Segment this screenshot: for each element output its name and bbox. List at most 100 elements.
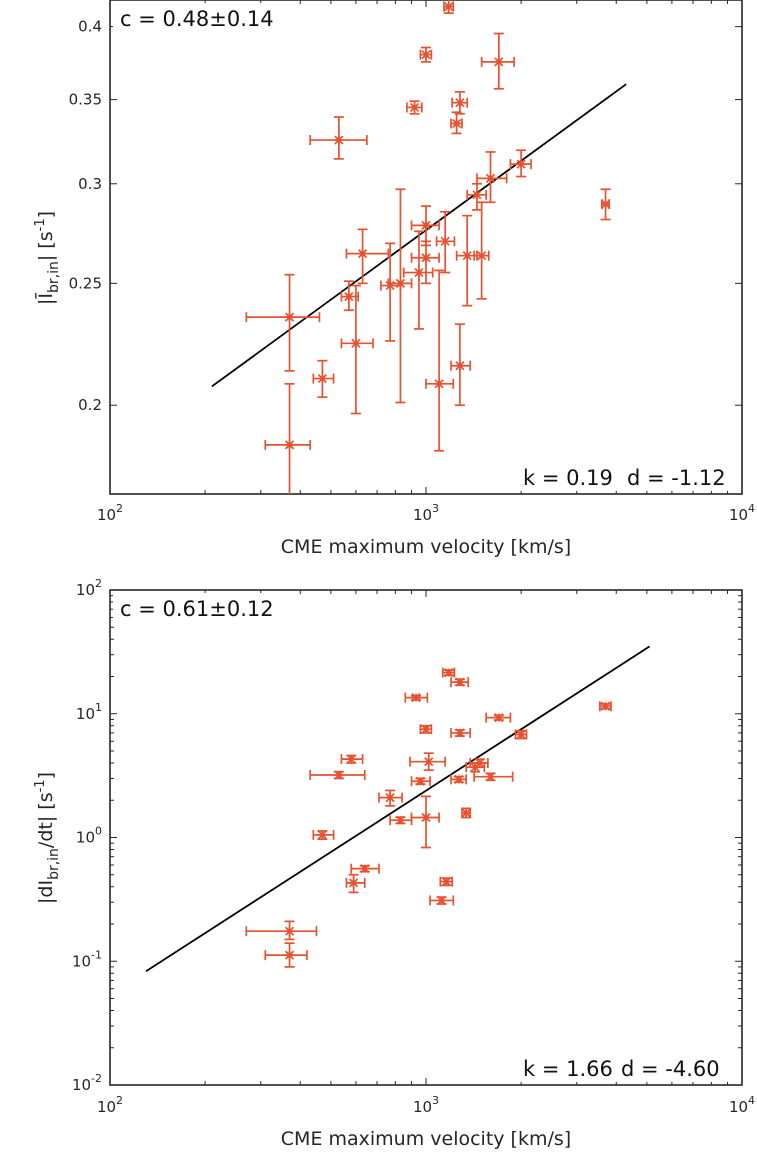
data-point [410,776,431,787]
x-tick-label: 103 [413,502,439,524]
data-point [404,692,429,703]
asterisk-marker [455,728,465,738]
data-point [441,667,456,678]
correlation-annotation-top: c = 0.48±0.14 [120,7,274,31]
asterisk-marker [357,248,368,259]
asterisk-marker [351,338,361,348]
x-tick-label: 103 [413,1094,439,1116]
data-point [340,280,360,312]
data-point [380,242,402,342]
y-tick-labels-top: 0.2 0.25 0.3 0.35 0.4 [69,18,102,415]
asterisk-marker [516,159,526,169]
asterisk-marker [334,135,344,145]
asterisk-marker [421,812,431,823]
data-point [309,116,368,160]
data-point [340,284,374,415]
data-point [425,269,455,452]
annotation-box-bottom [113,593,275,623]
data-point [312,829,335,840]
x-tick-label: 102 [97,1094,123,1116]
x-axis-label-top: CME maximum velocity [km/s] [281,536,571,558]
asterisk-marker [317,830,327,840]
y-tick-label: 0.4 [78,18,102,36]
data-point [340,754,364,765]
data-point [389,815,413,826]
data-point [312,359,335,398]
asterisk-marker [600,701,611,711]
x-tick-label: 102 [97,502,123,524]
asterisk-marker [454,774,464,784]
y-tick-labels-bottom: 10-2 10-1 100 101 102 [72,577,102,1094]
y-tick-label: 0.3 [78,175,102,193]
asterisk-marker [360,864,370,874]
data-point [450,323,472,407]
data-point [350,863,380,874]
asterisk-marker [411,693,421,703]
data-point [309,769,366,780]
data-point [600,188,611,221]
fit-line [145,645,651,973]
data-point [450,111,463,135]
data-point [599,701,612,712]
data-point [429,895,455,906]
data-point [419,46,433,63]
asterisk-marker [415,776,425,786]
data-point [387,188,413,404]
ticks-bottom [109,589,742,1086]
asterisk-marker [395,815,406,825]
asterisk-marker [409,102,420,113]
y-tick-label: 0.35 [69,91,102,109]
data-point [465,762,486,773]
data-point [345,873,366,894]
asterisk-marker [284,950,295,960]
asterisk-marker [334,770,344,780]
data-point [409,752,447,772]
asterisk-marker [385,793,395,803]
y-tick-label: 102 [76,577,102,599]
asterisk-marker [284,312,295,322]
asterisk-marker [441,877,451,887]
data-point [378,789,403,807]
asterisk-marker [385,280,395,291]
data-point [514,729,528,740]
asterisk-marker [516,729,526,740]
data-point [450,774,468,785]
data-point [245,920,318,941]
data-point [509,149,532,178]
asterisk-marker [414,267,424,278]
data-point [461,807,472,819]
data-point [410,205,440,247]
x-tick-label: 104 [729,502,755,524]
data-point [476,151,508,204]
annotation-box-top [113,3,275,33]
asterisk-marker [421,253,431,263]
y-tick-label: 101 [76,701,102,723]
data-points-top [245,0,611,494]
data-point [466,182,487,211]
y-tick-label: 0.2 [78,396,102,414]
asterisk-marker [470,762,480,772]
data-point [480,32,515,90]
asterisk-marker [317,373,327,384]
data-point [450,677,470,688]
asterisk-marker [444,668,454,678]
asterisk-marker [472,190,482,200]
data-point [264,382,312,494]
asterisk-marker [284,926,295,936]
y-tick-label: 100 [76,825,102,847]
asterisk-marker [346,754,356,764]
y-tick-label: 10-1 [72,948,102,970]
asterisk-marker [461,808,471,818]
asterisk-marker [421,724,431,734]
chart-top: 102 103 104 0.2 0.25 0.3 0.35 0.4 CME ma… [33,0,755,558]
asterisk-marker [600,199,611,209]
asterisk-marker [494,57,504,67]
x-tick-labels-bottom: 102 103 104 [97,1094,755,1116]
correlation-annotation-bottom: c = 0.61±0.12 [120,597,274,621]
ticks-top [109,0,742,494]
slope-annotation-top: k = 0.19 [523,466,613,490]
data-point [345,228,390,285]
data-point [443,0,455,15]
asterisk-marker [440,236,450,246]
